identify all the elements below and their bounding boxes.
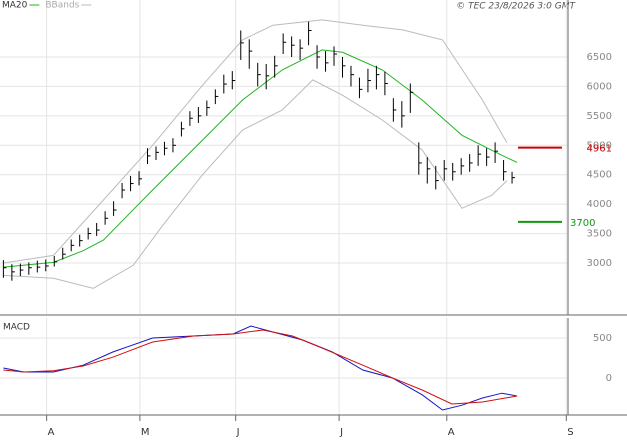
level-label: 3700	[570, 218, 595, 229]
bollinger-band	[3, 19, 508, 264]
x-tick-label: M	[141, 427, 150, 438]
x-tick-label: J	[236, 427, 240, 438]
y-tick-label: 5500	[587, 111, 612, 122]
y-tick-label: 3000	[587, 258, 612, 269]
x-tick-label: A	[448, 427, 455, 438]
x-tick-label: S	[567, 427, 573, 438]
y-tick-label: 4500	[587, 170, 612, 181]
x-tick-label: A	[48, 427, 55, 438]
legend-label: BBands	[45, 1, 79, 11]
y-tick-label: 3500	[587, 229, 612, 240]
y-tick-label: 0	[606, 373, 612, 384]
panel-title: MACD	[3, 323, 30, 333]
legend-label: MA20	[2, 1, 28, 11]
y-tick-label: 500	[593, 333, 612, 344]
y-tick-label: 4000	[587, 199, 612, 210]
bollinger-band	[3, 79, 508, 289]
ma-line	[3, 49, 518, 268]
macd-line	[3, 325, 518, 411]
x-tick-label: J	[339, 427, 343, 438]
source: © TEC 23/8/2026 3:0 GMT	[456, 2, 576, 12]
macd-line	[3, 329, 518, 405]
level-label: 4961	[587, 144, 612, 155]
y-tick-label: 6500	[587, 52, 612, 63]
y-tick-label: 6000	[587, 81, 612, 92]
y-tick-label: 5000	[587, 140, 612, 151]
